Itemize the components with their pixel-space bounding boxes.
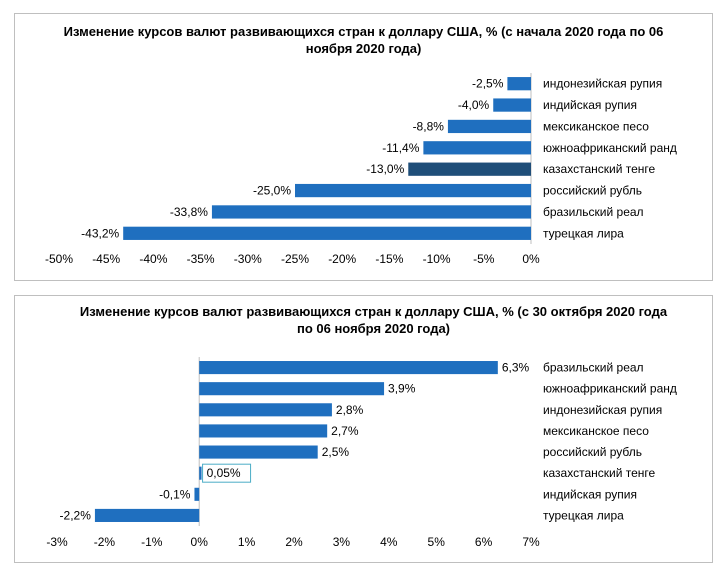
- bar: [211, 205, 532, 219]
- data-label: 2,8%: [336, 403, 364, 417]
- data-label: -43,2%: [81, 226, 119, 240]
- bar: [199, 424, 328, 438]
- bar-chart-week: 6,3% бразильский реал 3,9% южноафриканский …: [46, 357, 677, 549]
- data-label: 3,9%: [388, 382, 416, 396]
- bar: [295, 183, 531, 198]
- data-label: -11,4%: [382, 141, 419, 155]
- tick-label: -35%: [187, 252, 215, 266]
- category-label: индийская рупия: [543, 98, 637, 112]
- tick-label: -1%: [141, 535, 163, 549]
- bar: [447, 119, 531, 134]
- data-label: -0,1%: [159, 487, 191, 501]
- tick-label: -25%: [281, 252, 309, 266]
- chart-title: Изменение курсов валют развивающихся стр…: [79, 304, 668, 336]
- data-label: -4,0%: [458, 98, 490, 112]
- category-label: бразильский реал: [543, 361, 644, 375]
- data-label: 2,7%: [331, 424, 359, 438]
- tick-label: 0%: [522, 252, 540, 266]
- category-label: южноафриканский ранд: [543, 141, 677, 155]
- tick-label: -30%: [234, 252, 262, 266]
- data-label: 6,3%: [502, 361, 530, 375]
- tick-label: -50%: [45, 252, 73, 266]
- data-label: -33,8%: [170, 205, 208, 219]
- bar: [94, 508, 200, 522]
- bar: [194, 487, 200, 501]
- tick-label: 7%: [522, 535, 540, 549]
- category-label: индонезийская рупия: [543, 77, 662, 91]
- tick-label: 4%: [380, 535, 398, 549]
- tick-label: 3%: [333, 535, 351, 549]
- bar: [199, 403, 332, 417]
- tick-label: -45%: [92, 252, 120, 266]
- tick-label: 0%: [191, 535, 209, 549]
- bar: [507, 77, 531, 91]
- tick-label: -2%: [94, 535, 116, 549]
- tick-label: 6%: [475, 535, 493, 549]
- tick-label: 2%: [285, 535, 303, 549]
- category-label: индийская рупия: [543, 487, 637, 501]
- category-label: мексиканское песо: [543, 424, 649, 438]
- data-label: 2,5%: [322, 445, 350, 459]
- bar: [423, 141, 531, 155]
- bar: [408, 162, 531, 176]
- category-label: индонезийская рупия: [543, 403, 662, 417]
- category-label: казахстанский тенге: [543, 162, 656, 176]
- chart-panel-week: Изменение курсов валют развивающихся стр…: [14, 295, 713, 563]
- category-label: турецкая лира: [543, 508, 624, 522]
- bar-chart-ytd: -2,5% индонезийская рупия -4,0% индийская р…: [45, 73, 677, 266]
- bar: [123, 226, 531, 240]
- tick-label: -40%: [139, 252, 167, 266]
- tick-label: -10%: [423, 252, 451, 266]
- tick-label: 1%: [238, 535, 256, 549]
- data-label-box: [202, 463, 252, 483]
- chart-panel-ytd: Изменение курсов валют развивающихся стр…: [14, 13, 713, 281]
- bar: [199, 361, 498, 375]
- data-label: -25,0%: [253, 184, 291, 198]
- data-label: -13,0%: [366, 162, 404, 176]
- data-label: -2,5%: [472, 77, 504, 91]
- tick-label: 5%: [428, 535, 446, 549]
- bar: [493, 98, 531, 112]
- data-label: 0,05%: [207, 466, 241, 480]
- category-label: южноафриканский ранд: [543, 382, 677, 396]
- data-label: -8,8%: [413, 119, 445, 133]
- category-label: мексиканское песо: [543, 119, 649, 133]
- category-label: российский рубль: [543, 445, 642, 459]
- bar: [199, 445, 318, 459]
- tick-label: -20%: [328, 252, 356, 266]
- bar: [199, 382, 385, 396]
- tick-label: -5%: [473, 252, 495, 266]
- tick-label: -15%: [375, 252, 403, 266]
- chart-title: Изменение курсов валют развивающихся стр…: [63, 24, 664, 56]
- category-label: бразильский реал: [543, 205, 644, 219]
- tick-label: -3%: [46, 535, 68, 549]
- bar: [199, 466, 202, 480]
- data-label: -2,2%: [60, 508, 92, 522]
- category-label: казахстанский тенге: [543, 466, 656, 480]
- category-label: российский рубль: [543, 184, 642, 198]
- category-label: турецкая лира: [543, 226, 624, 240]
